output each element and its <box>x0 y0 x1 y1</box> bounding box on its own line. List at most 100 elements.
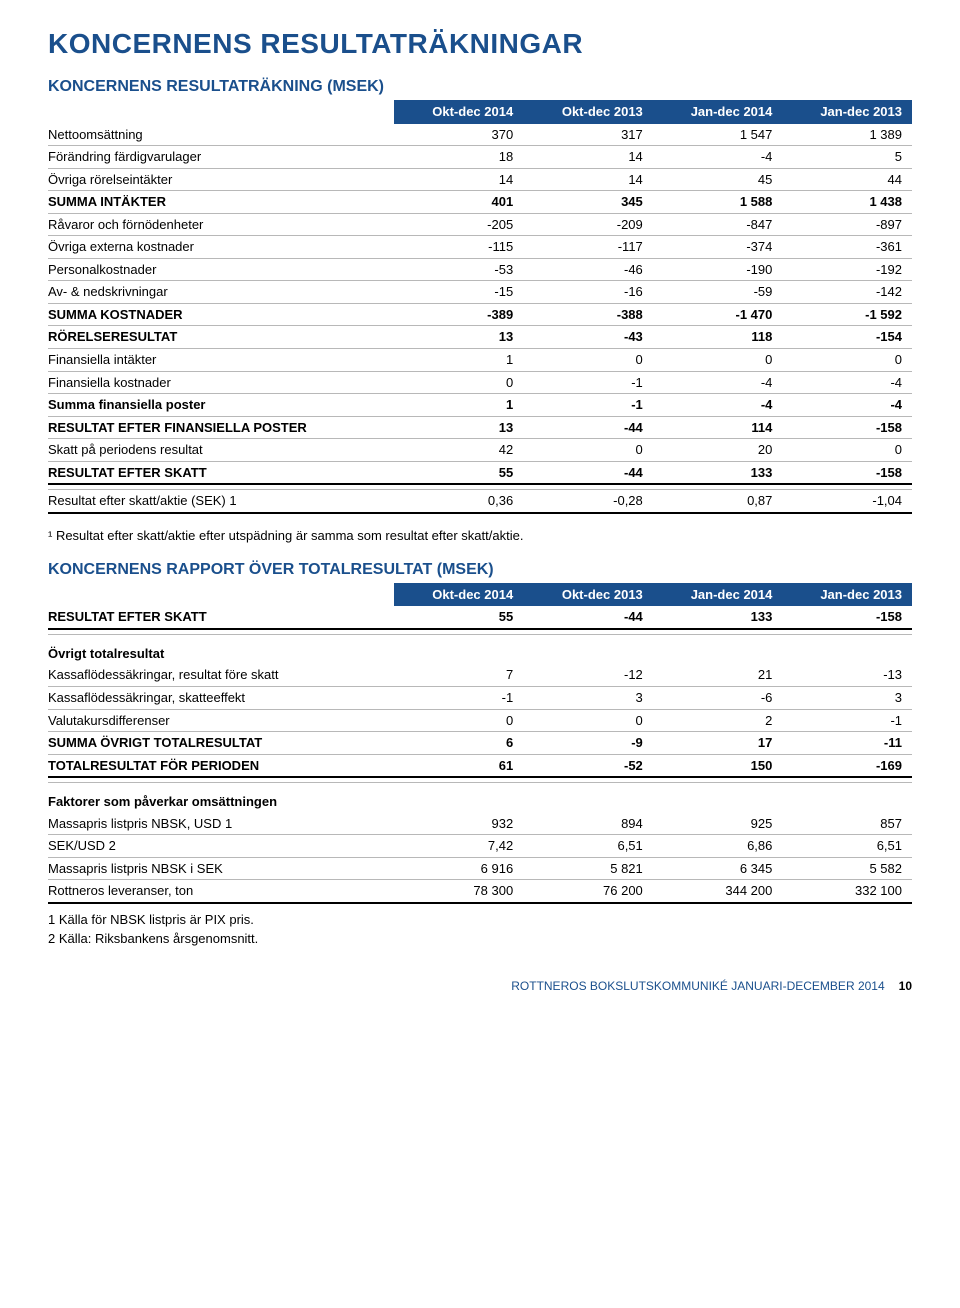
table-row: Finansiella intäkter1000 <box>48 349 912 372</box>
cell-value: -44 <box>523 416 653 439</box>
section-heading-row: Faktorer som påverkar omsättningen <box>48 783 912 813</box>
table-row: Kassaflödessäkringar, resultat före skat… <box>48 664 912 686</box>
table-row: Summa finansiella poster1-1-4-4 <box>48 394 912 417</box>
table-row: Resultat efter skatt/aktie (SEK) 10,36-0… <box>48 490 912 513</box>
cell-value: -1 <box>782 709 912 732</box>
cell-value: -0,28 <box>523 490 653 513</box>
section-title-income: KONCERNENS RESULTATRÄKNING (MSEK) <box>48 78 912 96</box>
cell-value: 14 <box>523 146 653 169</box>
cell-value: 401 <box>394 191 524 214</box>
cell-value: 932 <box>394 813 524 835</box>
row-label: RESULTAT EFTER SKATT <box>48 461 394 484</box>
row-label: Råvaror och förnödenheter <box>48 213 394 236</box>
cell-value: 13 <box>394 416 524 439</box>
row-label: Rottneros leveranser, ton <box>48 880 394 903</box>
footer-text: ROTTNEROS BOKSLUTSKOMMUNIKÉ JANUARI-DECE… <box>511 979 884 993</box>
table-row: Övriga externa kostnader-115-117-374-361 <box>48 236 912 259</box>
cell-value: 0,87 <box>653 490 783 513</box>
income-statement-table: Okt-dec 2014 Okt-dec 2013 Jan-dec 2014 J… <box>48 100 912 514</box>
table-row: Nettoomsättning3703171 5471 389 <box>48 124 912 146</box>
cell-value: -142 <box>782 281 912 304</box>
table-row: RESULTAT EFTER SKATT55-44133-158 <box>48 461 912 484</box>
cell-value: -1 592 <box>782 303 912 326</box>
cell-value: 5 <box>782 146 912 169</box>
cell-value: -209 <box>523 213 653 236</box>
cell-value: -13 <box>782 664 912 686</box>
cell-value: -388 <box>523 303 653 326</box>
cell-value: -158 <box>782 416 912 439</box>
table-row: SUMMA ÖVRIGT TOTALRESULTAT6-917-11 <box>48 732 912 755</box>
cell-value: 78 300 <box>394 880 524 903</box>
cell-value: 0 <box>782 349 912 372</box>
cell-value: 61 <box>394 754 524 777</box>
cell-value: 0 <box>394 371 524 394</box>
cell-value: 21 <box>653 664 783 686</box>
cell-value: -158 <box>782 461 912 484</box>
row-label: Övriga externa kostnader <box>48 236 394 259</box>
cell-value: 0 <box>523 349 653 372</box>
cell-value: -1 <box>523 371 653 394</box>
row-label: Övriga rörelseintäkter <box>48 168 394 191</box>
table-row: Massapris listpris NBSK, USD 19328949258… <box>48 813 912 835</box>
cell-value: 370 <box>394 124 524 146</box>
row-label: Resultat efter skatt/aktie (SEK) 1 <box>48 490 394 513</box>
row-label: Massapris listpris NBSK i SEK <box>48 857 394 880</box>
cell-value: -46 <box>523 258 653 281</box>
cell-value: -15 <box>394 281 524 304</box>
cell-value: 20 <box>653 439 783 462</box>
cell-value: 14 <box>394 168 524 191</box>
cell-value: 114 <box>653 416 783 439</box>
col-header: Jan-dec 2013 <box>782 583 912 607</box>
table-row: Rottneros leveranser, ton78 30076 200344… <box>48 880 912 903</box>
table-row: Personalkostnader-53-46-190-192 <box>48 258 912 281</box>
cell-value: 1 438 <box>782 191 912 214</box>
section-heading-label: Faktorer som påverkar omsättningen <box>48 783 912 813</box>
col-header: Jan-dec 2013 <box>782 100 912 124</box>
table-row: Finansiella kostnader0-1-4-4 <box>48 371 912 394</box>
cell-value: -361 <box>782 236 912 259</box>
cell-value: 1 547 <box>653 124 783 146</box>
cell-value: 13 <box>394 326 524 349</box>
cell-value: -169 <box>782 754 912 777</box>
row-label: TOTALRESULTAT FÖR PERIODEN <box>48 754 394 777</box>
cell-value: 6 916 <box>394 857 524 880</box>
table-row: RÖRELSERESULTAT13-43118-154 <box>48 326 912 349</box>
row-label: Massapris listpris NBSK, USD 1 <box>48 813 394 835</box>
footnote-line: 2 Källa: Riksbankens årsgenomsnitt. <box>48 929 912 949</box>
cell-value: 3 <box>523 687 653 710</box>
cell-value: 5 582 <box>782 857 912 880</box>
cell-value: -12 <box>523 664 653 686</box>
cell-value: 42 <box>394 439 524 462</box>
row-label: Personalkostnader <box>48 258 394 281</box>
row-label: Valutakursdifferenser <box>48 709 394 732</box>
col-header: Okt-dec 2013 <box>523 100 653 124</box>
cell-value: 7 <box>394 664 524 686</box>
row-label: Summa finansiella poster <box>48 394 394 417</box>
cell-value: -1 470 <box>653 303 783 326</box>
cell-value: 6,51 <box>523 835 653 858</box>
section-heading-label: Övrigt totalresultat <box>48 634 912 664</box>
table-row: SEK/USD 27,426,516,866,51 <box>48 835 912 858</box>
cell-value: 55 <box>394 461 524 484</box>
cell-value: 45 <box>653 168 783 191</box>
cell-value: 0 <box>394 709 524 732</box>
table-row: RESULTAT EFTER FINANSIELLA POSTER13-4411… <box>48 416 912 439</box>
total-result-table: Okt-dec 2014 Okt-dec 2013 Jan-dec 2014 J… <box>48 583 912 904</box>
cell-value: -117 <box>523 236 653 259</box>
cell-value: -11 <box>782 732 912 755</box>
cell-value: 345 <box>523 191 653 214</box>
cell-value: -4 <box>782 394 912 417</box>
cell-value: 0 <box>523 709 653 732</box>
row-label: Finansiella intäkter <box>48 349 394 372</box>
cell-value: -44 <box>523 461 653 484</box>
table-row: TOTALRESULTAT FÖR PERIODEN61-52150-169 <box>48 754 912 777</box>
cell-value: 14 <box>523 168 653 191</box>
cell-value: 5 821 <box>523 857 653 880</box>
cell-value: -190 <box>653 258 783 281</box>
page-number: 10 <box>899 979 912 993</box>
cell-value: 133 <box>653 461 783 484</box>
row-label: SEK/USD 2 <box>48 835 394 858</box>
cell-value: -4 <box>653 394 783 417</box>
cell-value: 1 <box>394 394 524 417</box>
cell-value: -9 <box>523 732 653 755</box>
